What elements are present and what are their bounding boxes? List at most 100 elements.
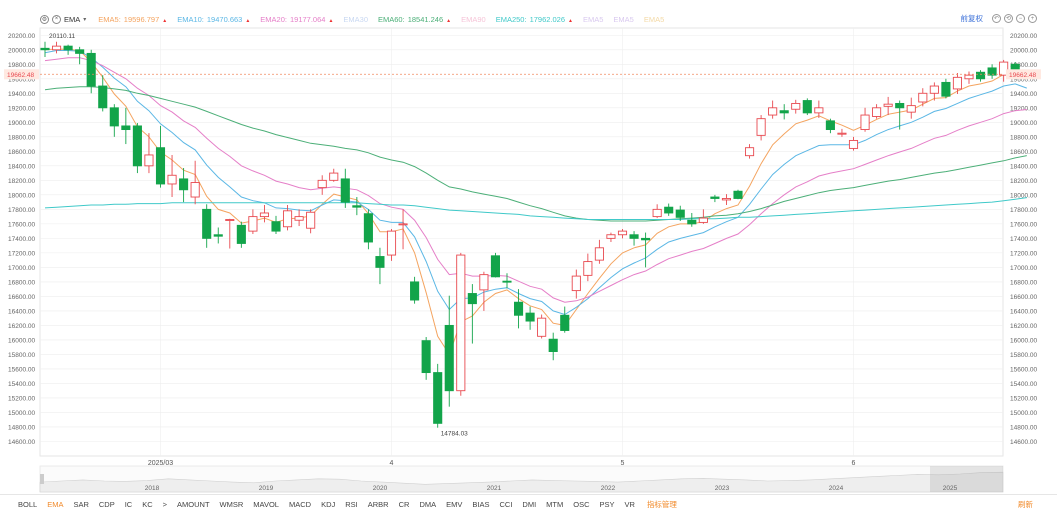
candle-body[interactable] [294,216,304,221]
candle-body[interactable] [86,52,96,87]
candle-body[interactable] [109,107,119,127]
candle-body[interactable] [202,208,212,239]
candle-body[interactable] [929,85,939,94]
tabs-more-icon[interactable]: > [162,500,168,509]
legend-item[interactable]: EMA30 [343,15,368,24]
candle-body[interactable] [410,281,420,301]
zoom-out-icon[interactable]: − [1016,14,1025,23]
candle-body[interactable] [63,45,73,51]
refresh-button[interactable]: 刷新 [1018,500,1033,509]
candle-body[interactable] [352,205,362,208]
candle-body[interactable] [860,114,870,131]
tab-ema[interactable]: EMA [47,500,64,509]
candle-body[interactable] [664,206,674,214]
overview-handle-left[interactable] [40,474,44,484]
candle-body[interactable] [675,209,685,218]
candle-body[interactable] [340,178,350,203]
candle-body[interactable] [363,213,373,243]
tab-cci[interactable]: CCI [499,500,513,509]
candle-body[interactable] [987,67,997,76]
legend-item[interactable]: EMA5 [644,15,664,24]
candle-body[interactable] [155,147,166,185]
candle-body[interactable] [306,211,316,229]
candle-body[interactable] [594,247,604,261]
indicator-manage-button[interactable]: 指标管理 [646,500,677,509]
candle-body[interactable] [75,49,85,54]
candle-body[interactable] [825,120,835,131]
tab-kdj[interactable]: KDJ [321,500,336,509]
overview-selection[interactable] [930,466,1003,492]
candle-body[interactable] [40,47,50,51]
legend-item[interactable]: EMA5 [583,15,603,24]
candle-body[interactable] [906,105,916,113]
candle-body[interactable] [941,81,951,97]
candle-body[interactable] [167,174,177,185]
candle-body[interactable] [802,100,812,114]
undo-icon[interactable]: ↶ [992,14,1001,23]
candle-body[interactable] [606,234,616,239]
settings-icon[interactable]: ⚙ [40,14,49,24]
candle-body[interactable] [456,254,466,392]
legend-item[interactable]: EMA10: 19470.663 ▲ [177,15,250,24]
rights-adjust-dropdown[interactable]: 前复权 [960,14,984,23]
candle-body[interactable] [375,256,385,268]
candle-body[interactable] [560,314,570,331]
candle-body[interactable] [952,76,962,90]
candle-body[interactable] [248,216,258,232]
tab-mtm[interactable]: MTM [546,500,564,509]
tab-amount[interactable]: AMOUNT [177,500,210,509]
candle-body[interactable] [883,103,893,107]
candle-body[interactable] [837,132,847,135]
tab-kc[interactable]: KC [142,500,153,509]
legend-item[interactable]: EMA5 [613,15,633,24]
candle-body[interactable] [98,85,108,109]
legend-item[interactable]: EMA60: 18541.246 ▲ [378,15,451,24]
tab-bias[interactable]: BIAS [472,500,490,509]
zoom-in-icon[interactable]: + [1028,14,1037,23]
reset-icon[interactable]: ⟲ [1004,14,1013,23]
legend-item[interactable]: EMA20: 19177.064 ▲ [260,15,333,24]
candle-body[interactable] [121,125,131,131]
candle-body[interactable] [213,234,223,237]
candle-body[interactable] [271,221,281,232]
candle-body[interactable] [768,107,778,116]
candle-body[interactable] [132,125,142,167]
candle-body[interactable] [964,74,974,80]
candle-body[interactable] [918,92,928,103]
candle-body[interactable] [490,255,501,278]
tab-rsi[interactable]: RSI [345,500,358,509]
candle-body[interactable] [179,178,189,191]
tab-arbr[interactable]: ARBR [367,500,389,509]
tab-boll[interactable]: BOLL [18,500,38,509]
legend-item[interactable]: EMA250: 17962.026 ▲ [496,15,573,24]
candle-body[interactable] [52,45,62,51]
candle-body[interactable] [721,198,731,201]
chevron-down-icon[interactable]: ▾ [83,16,87,23]
tab-vr[interactable]: VR [624,500,635,509]
candle-body[interactable] [641,237,651,241]
candle-body[interactable] [733,190,743,199]
tab-sar[interactable]: SAR [73,500,89,509]
candle-body[interactable] [583,261,593,276]
indicator-name[interactable]: EMA [64,14,81,24]
candle-body[interactable] [398,223,408,226]
candle-body[interactable] [514,301,524,316]
tab-macd[interactable]: MACD [288,500,312,509]
tab-cdp[interactable]: CDP [98,500,115,509]
candle-body[interactable] [225,219,235,221]
candle-body[interactable] [329,172,339,181]
candle-body[interactable] [872,107,882,117]
tab-emv[interactable]: EMV [446,500,463,509]
candle-body[interactable] [629,234,639,239]
candle-body[interactable] [779,110,789,114]
tab-ic[interactable]: IC [124,500,133,509]
candle-body[interactable] [548,338,558,352]
candle-body[interactable] [479,274,489,291]
candle-body[interactable] [814,107,824,114]
candle-body[interactable] [791,102,801,110]
candle-body[interactable] [190,182,200,198]
candle-body[interactable] [433,372,443,424]
candle-body[interactable] [444,324,454,392]
candle-body[interactable] [848,139,859,149]
